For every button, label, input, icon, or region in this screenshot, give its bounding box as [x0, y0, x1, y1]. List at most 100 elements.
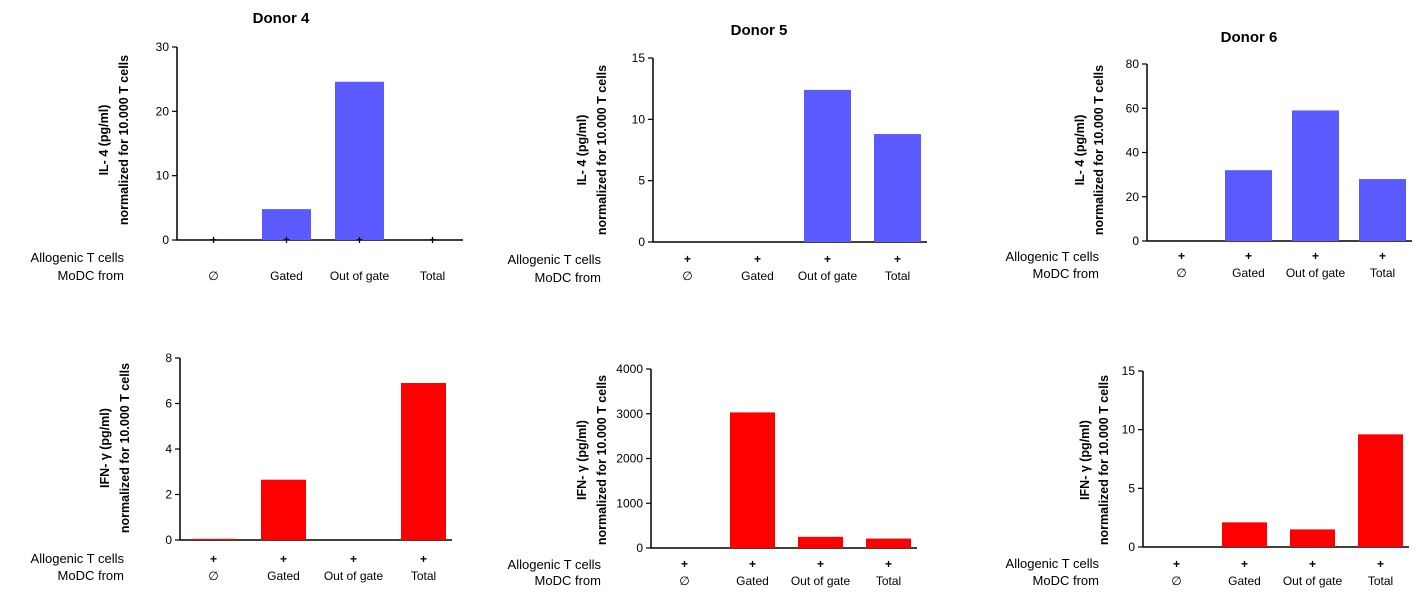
- plus-sign: +: [817, 557, 824, 571]
- y-tick-label: 4000: [616, 362, 643, 376]
- y-tick-label: 6: [165, 397, 172, 411]
- y-tick-label: 15: [632, 51, 646, 65]
- y-axis-label: IFN- γ (pg/ml) normalized for 10.000 T ce…: [1078, 375, 1111, 545]
- category-label: Out of gate: [1286, 266, 1346, 280]
- plus-sign: +: [681, 557, 688, 571]
- category-label: Total: [1370, 266, 1395, 280]
- bar-4: [1359, 179, 1406, 241]
- plus-sign: +: [1309, 557, 1316, 571]
- category-label: ∅: [208, 569, 218, 583]
- y-tick-label: 5: [638, 174, 645, 188]
- y-axis-label-line-1: IL- 4 (pg/ml): [1073, 115, 1087, 186]
- y-axis-label: IL- 4 (pg/ml) normalized for 10.000 T cel…: [575, 65, 609, 235]
- y-tick-label: 10: [1122, 423, 1136, 437]
- y-tick-label: 15: [1122, 364, 1136, 378]
- y-tick-label: 2000: [616, 452, 643, 466]
- plus-sign: +: [894, 252, 901, 266]
- row-label-allogenic-t-cells: Allogenic T cells: [508, 557, 602, 572]
- chart-panel-6: IFN- γ (pg/ml) normalized for 10.000 T ce…: [1006, 364, 1409, 588]
- category-label: ∅: [1176, 266, 1186, 280]
- plus-sign: +: [210, 552, 217, 566]
- y-axis-label: IFN- γ (pg/ml) normalized for 10.000 T ce…: [98, 363, 132, 533]
- plus-sign: +: [1178, 249, 1185, 263]
- category-label: Out of gate: [798, 269, 858, 283]
- row-label-allogenic-t-cells: Allogenic T cells: [1006, 249, 1100, 264]
- plus-sign: +: [824, 252, 831, 266]
- y-tick-label: 5: [1128, 481, 1135, 495]
- y-axis-label: IL- 4 (pg/ml) normalized for 10.000 T cel…: [97, 55, 131, 225]
- row-label-allogenic-t-cells: Allogenic T cells: [31, 250, 125, 265]
- y-axis-label-line-2: normalized for 10.000 T cells: [118, 363, 132, 533]
- y-tick-label: 60: [1126, 101, 1140, 115]
- y-axis-label-line-1: IFN- γ (pg/ml): [98, 408, 112, 488]
- plus-sign: +: [280, 552, 287, 566]
- category-label: ∅: [682, 269, 692, 283]
- y-axis-label-line-2: normalized for 10.000 T cells: [117, 55, 131, 225]
- chart-panel-2: Donor 5 IL- 4 (pg/ml) normalized for 10.00…: [508, 22, 927, 285]
- y-tick-label: 2: [165, 488, 172, 502]
- category-label: Out of gate: [1283, 574, 1343, 588]
- y-axis-label-line-1: IL- 4 (pg/ml): [97, 105, 111, 176]
- y-tick-label: 0: [1128, 540, 1135, 554]
- bar-3: [798, 536, 843, 548]
- plus-sign: +: [754, 252, 761, 266]
- category-label: Gated: [736, 574, 769, 588]
- plus-sign: +: [429, 233, 436, 247]
- plus-sign: +: [1379, 249, 1386, 263]
- row-label-modc-from: MoDC from: [535, 270, 601, 285]
- category-label: Gated: [741, 269, 774, 283]
- bar-3: [804, 89, 851, 242]
- row-label-allogenic-t-cells: Allogenic T cells: [31, 551, 125, 566]
- y-tick-label: 4: [165, 442, 172, 456]
- bar-2: [1222, 522, 1267, 547]
- y-tick-label: 0: [636, 541, 643, 555]
- plus-sign: +: [1377, 557, 1384, 571]
- plus-sign: +: [684, 252, 691, 266]
- y-axis-label-line-2: normalized for 10.000 T cells: [1092, 65, 1106, 235]
- plus-sign: +: [749, 557, 756, 571]
- category-label: Gated: [1232, 266, 1265, 280]
- category-label: Total: [1368, 574, 1393, 588]
- plus-sign: +: [350, 552, 357, 566]
- chart-panel-3: Donor 6 IL- 4 (pg/ml) normalized for 10.00…: [1006, 29, 1412, 281]
- y-tick-label: 0: [638, 235, 645, 249]
- y-axis-label-line-1: IL- 4 (pg/ml): [575, 115, 589, 186]
- chart-panel-4: IFN- γ (pg/ml) normalized for 10.000 T ce…: [31, 351, 452, 583]
- category-label: Gated: [270, 269, 303, 283]
- y-tick-label: 0: [165, 533, 172, 547]
- plus-sign: +: [1173, 557, 1180, 571]
- y-axis-label-line-2: normalized for 10.000 T cells: [1097, 375, 1111, 545]
- row-label-allogenic-t-cells: Allogenic T cells: [1006, 556, 1100, 571]
- chart-title: Donor 6: [1221, 29, 1278, 46]
- category-label: Total: [411, 569, 436, 583]
- row-label-modc-from: MoDC from: [535, 573, 601, 588]
- y-tick-label: 80: [1126, 57, 1140, 71]
- y-axis-label-line-2: normalized for 10.000 T cells: [595, 375, 609, 545]
- row-label-modc-from: MoDC from: [58, 568, 124, 583]
- category-label: Out of gate: [330, 269, 390, 283]
- plus-sign: +: [1245, 249, 1252, 263]
- category-label: ∅: [208, 269, 218, 283]
- category-label: Gated: [267, 569, 300, 583]
- y-tick-label: 10: [156, 169, 170, 183]
- y-tick-label: 8: [165, 351, 172, 365]
- bar-3: [1290, 529, 1335, 547]
- bar-4: [874, 134, 921, 242]
- chart-title: Donor 4: [253, 10, 310, 27]
- chart-title: Donor 5: [731, 22, 788, 39]
- y-tick-label: 10: [632, 112, 646, 126]
- category-label: Total: [876, 574, 901, 588]
- chart-panel-1: Donor 4 IL- 4 (pg/ml) normalized for 10.00…: [31, 10, 463, 283]
- bar-2: [261, 479, 306, 540]
- row-label-allogenic-t-cells: Allogenic T cells: [508, 252, 602, 267]
- category-label: Total: [420, 269, 445, 283]
- plus-sign: +: [283, 233, 290, 247]
- y-tick-label: 30: [156, 40, 170, 54]
- y-axis-label-line-1: IFN- γ (pg/ml): [575, 420, 589, 500]
- bar-4: [866, 538, 911, 548]
- row-label-modc-from: MoDC from: [1033, 266, 1099, 281]
- category-label: ∅: [1171, 574, 1181, 588]
- y-axis-label-line-1: IFN- γ (pg/ml): [1078, 420, 1092, 500]
- plus-sign: +: [1241, 557, 1248, 571]
